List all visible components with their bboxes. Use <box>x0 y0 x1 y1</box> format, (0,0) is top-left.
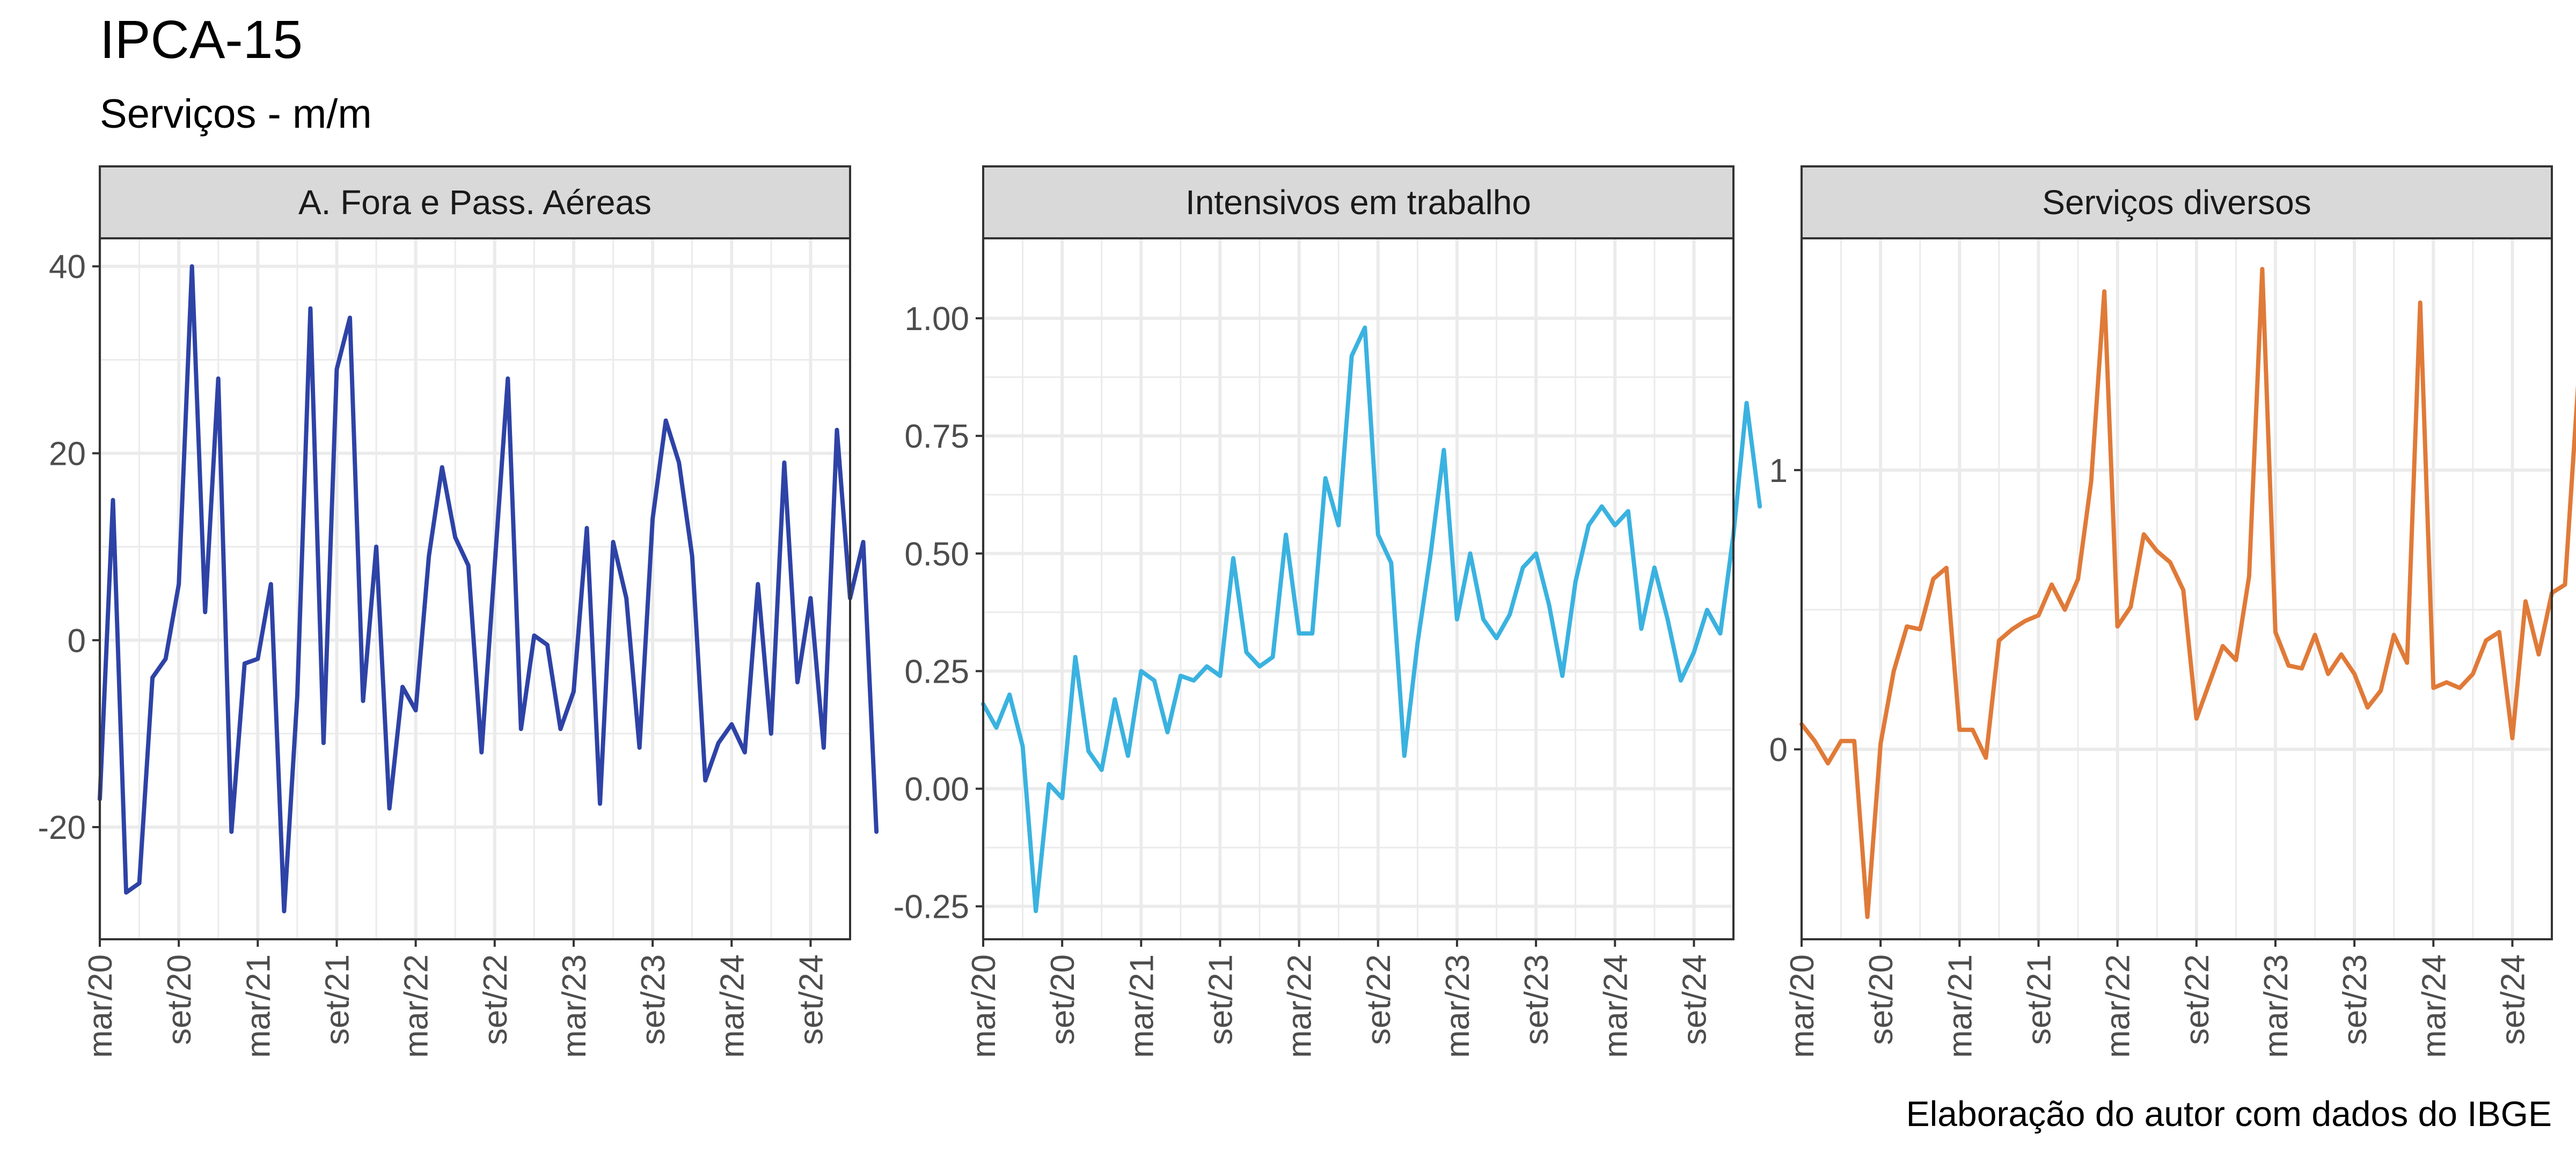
facet-strip <box>982 165 1735 239</box>
y-tick-label: 20 <box>49 436 86 473</box>
panel-border <box>1801 237 2553 940</box>
x-tick-label: set/22 <box>2179 954 2216 1045</box>
panel-border <box>982 237 1735 940</box>
x-tick-label: set/21 <box>1202 954 1239 1045</box>
facet-panel-2: Intensivos em trabalho -0.25 0.00 0.25 0.50 0… <box>894 165 1762 1058</box>
x-tick-label: set/20 <box>1044 954 1081 1045</box>
y-tick-label: 1 <box>1769 452 1788 489</box>
x-tick-label: mar/22 <box>2100 954 2137 1058</box>
y-tick-label: 0 <box>1769 732 1788 769</box>
facet-strip-label: Serviços diversos <box>2042 183 2311 222</box>
facet-panel-3: Serviços diversos 0 1 mar/20 set/20 mar/21 set… <box>1769 165 2576 1058</box>
x-tick-label: set/23 <box>635 954 672 1045</box>
y-tick-label: 0.75 <box>904 418 969 455</box>
x-tick-label: set/22 <box>1360 954 1397 1045</box>
x-tick-label: set/21 <box>319 954 356 1045</box>
x-tick-label: mar/24 <box>1597 954 1634 1058</box>
facet-panels: A. Fora e Pass. Aéreas -20 0 20 40 mar/20 set/… <box>38 165 2576 1058</box>
x-tick-label: mar/20 <box>965 954 1002 1058</box>
x-tick-label: set/23 <box>1518 954 1555 1045</box>
facet-strip <box>99 165 851 239</box>
x-tick-label: set/21 <box>2021 954 2058 1045</box>
chart-title: IPCA-15 <box>100 10 303 70</box>
x-tick-label: set/22 <box>477 954 514 1045</box>
series-line <box>981 325 1762 913</box>
x-tick-label: mar/23 <box>2258 954 2295 1058</box>
x-tick-label: mar/20 <box>1784 954 1821 1058</box>
y-tick-label: 0.00 <box>904 771 969 808</box>
facet-strip-label: A. Fora e Pass. Aéreas <box>298 183 652 222</box>
y-tick-label: -20 <box>38 809 86 846</box>
x-tick-label: set/20 <box>161 954 198 1045</box>
chart-subtitle: Serviços - m/m <box>100 91 372 137</box>
y-tick-label: 40 <box>49 249 86 286</box>
x-tick-label: set/23 <box>2337 954 2374 1045</box>
y-tick-label: 1.00 <box>904 301 969 338</box>
x-tick-label: set/24 <box>2494 954 2531 1045</box>
y-tick-label: 0.50 <box>904 536 969 573</box>
y-tick-label: -0.25 <box>894 889 969 926</box>
x-tick-label: mar/21 <box>1942 954 1979 1058</box>
y-tick-label: 0 <box>68 623 86 660</box>
x-tick-label: set/20 <box>1863 954 1900 1045</box>
chart-caption: Elaboração do autor com dados do IBGE <box>1906 1094 2552 1134</box>
x-tick-label: mar/20 <box>82 954 119 1058</box>
x-tick-label: set/24 <box>1676 954 1713 1045</box>
x-tick-label: mar/22 <box>1282 954 1319 1058</box>
facet-strip-label: Intensivos em trabalho <box>1185 183 1531 222</box>
x-tick-label: mar/24 <box>2416 954 2453 1058</box>
series-line <box>98 264 879 913</box>
panel-border <box>99 237 851 940</box>
x-tick-label: mar/23 <box>1439 954 1476 1058</box>
x-tick-label: mar/21 <box>1123 954 1160 1058</box>
y-tick-label: 0.25 <box>904 653 969 690</box>
x-tick-label: set/24 <box>793 954 830 1045</box>
series-line <box>1799 267 2576 919</box>
x-tick-label: mar/21 <box>240 954 277 1058</box>
x-tick-label: mar/24 <box>714 954 751 1058</box>
x-tick-label: mar/22 <box>398 954 435 1058</box>
x-tick-label: mar/23 <box>556 954 593 1058</box>
facet-panel-1: A. Fora e Pass. Aéreas -20 0 20 40 mar/20 set/… <box>38 165 879 1058</box>
